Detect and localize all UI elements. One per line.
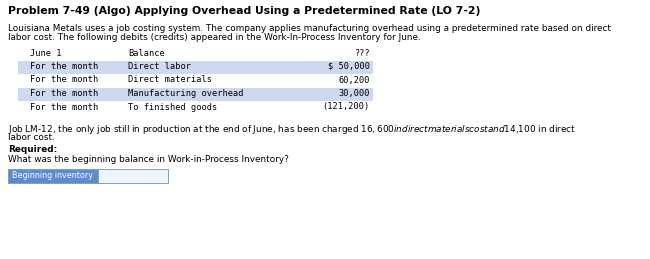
- FancyBboxPatch shape: [18, 88, 373, 101]
- Text: Manufacturing overhead: Manufacturing overhead: [128, 89, 244, 98]
- Text: Balance: Balance: [128, 48, 164, 57]
- Text: 30,000: 30,000: [339, 89, 370, 98]
- Text: To finished goods: To finished goods: [128, 103, 217, 112]
- Text: Problem 7-49 (Algo) Applying Overhead Using a Predetermined Rate (LO 7-2): Problem 7-49 (Algo) Applying Overhead Us…: [8, 6, 480, 16]
- Text: (121,200): (121,200): [323, 103, 370, 112]
- FancyBboxPatch shape: [8, 169, 98, 183]
- Text: $ 50,000: $ 50,000: [328, 62, 370, 71]
- Text: labor cost. The following debits (credits) appeared in the Work-In-Process Inven: labor cost. The following debits (credit…: [8, 33, 421, 42]
- Text: 60,200: 60,200: [339, 76, 370, 84]
- Text: Required:: Required:: [8, 146, 57, 155]
- Text: labor cost.: labor cost.: [8, 133, 55, 141]
- Text: What was the beginning balance in Work-in-Process Inventory?: What was the beginning balance in Work-i…: [8, 155, 289, 163]
- Text: ???: ???: [354, 48, 370, 57]
- FancyBboxPatch shape: [18, 61, 373, 74]
- Text: For the month: For the month: [30, 103, 98, 112]
- Text: Direct materials: Direct materials: [128, 76, 212, 84]
- FancyBboxPatch shape: [98, 169, 168, 183]
- Text: For the month: For the month: [30, 89, 98, 98]
- Text: June 1: June 1: [30, 48, 62, 57]
- Text: Job LM-12, the only job still in production at the end of June, has been charged: Job LM-12, the only job still in product…: [8, 124, 576, 136]
- Text: For the month: For the month: [30, 62, 98, 71]
- Text: Beginning inventory: Beginning inventory: [12, 171, 94, 180]
- Text: For the month: For the month: [30, 76, 98, 84]
- Text: Direct labor: Direct labor: [128, 62, 191, 71]
- Text: Louisiana Metals uses a job costing system. The company applies manufacturing ov: Louisiana Metals uses a job costing syst…: [8, 24, 611, 33]
